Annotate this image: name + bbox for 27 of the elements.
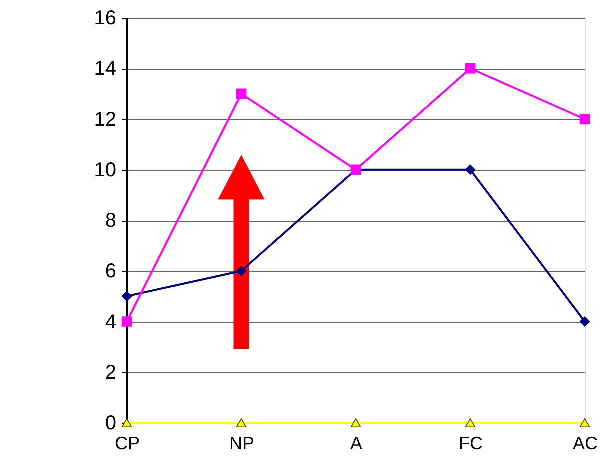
- point: [122, 291, 132, 302]
- x-tick-label: AC: [572, 434, 598, 454]
- y-tick-label: 0: [105, 412, 116, 434]
- y-tick-label: 16: [94, 8, 116, 30]
- x-tick-label: NP: [229, 434, 255, 454]
- y-tick-label: 14: [94, 58, 116, 80]
- point: [122, 316, 132, 327]
- x-tick-label: A: [350, 434, 363, 454]
- point: [580, 418, 590, 428]
- point: [350, 418, 362, 428]
- point: [122, 418, 132, 428]
- point: [580, 316, 590, 327]
- y-tick-label: 4: [105, 311, 116, 334]
- y-tick-label: 2: [105, 362, 116, 384]
- x-tick-label: FC: [459, 434, 483, 454]
- y-tick-label: 12: [94, 108, 116, 131]
- point: [465, 164, 476, 176]
- y-tick-label: 6: [105, 260, 116, 283]
- point: [465, 63, 476, 74]
- point: [236, 418, 247, 428]
- point: [236, 266, 247, 276]
- y-tick-label: 8: [105, 210, 116, 232]
- x-tick-label: CP: [114, 434, 140, 454]
- y-tick-label: 10: [94, 159, 116, 182]
- point: [236, 88, 247, 100]
- point: [465, 418, 476, 428]
- point: [580, 114, 590, 124]
